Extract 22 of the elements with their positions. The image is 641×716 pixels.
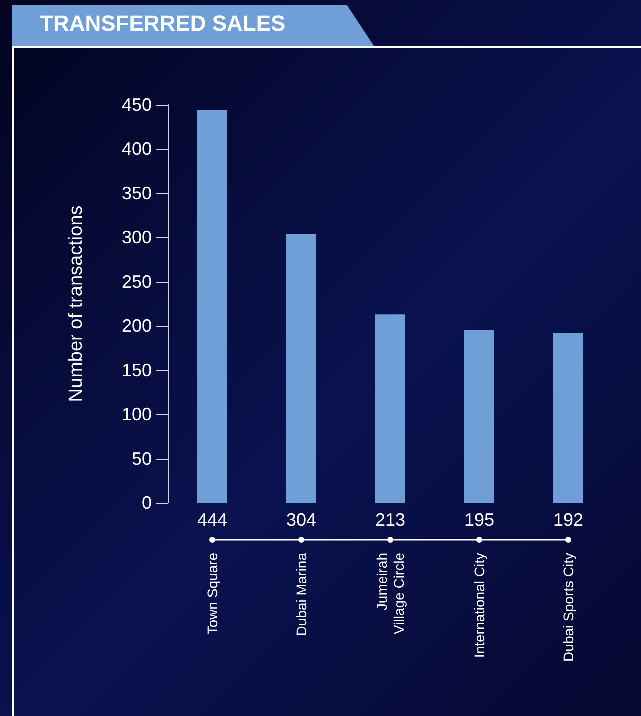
y-tick-label: 0: [142, 493, 152, 513]
y-tick-label: 50: [132, 448, 152, 469]
y-tick-label: 450: [122, 95, 152, 115]
chart-title: TRANSFERRED SALES: [40, 11, 286, 37]
y-tick-label: 100: [122, 404, 152, 425]
data-label: 213: [375, 510, 406, 530]
y-tick-label: 350: [122, 183, 152, 204]
x-tick-label: Dubai Sports City: [560, 553, 576, 662]
y-tick-label: 200: [122, 316, 152, 336]
data-label: 444: [197, 510, 228, 530]
x-tick-label: International City: [472, 553, 488, 658]
data-label: 304: [286, 510, 317, 530]
y-axis-title: Number of transactions: [66, 206, 87, 402]
data-label: 195: [464, 510, 495, 530]
x-tick-label: Dubai Marina: [294, 552, 310, 636]
data-label: 192: [553, 510, 584, 530]
x-tick-label: Town Square: [204, 552, 220, 635]
y-tick-label: 300: [122, 228, 152, 248]
y-tick-label: 250: [122, 272, 152, 292]
y-tick-label: 400: [122, 139, 152, 160]
x-tick-label: Jumeirah Village Circle: [374, 552, 407, 634]
y-tick-label: 150: [122, 360, 152, 380]
